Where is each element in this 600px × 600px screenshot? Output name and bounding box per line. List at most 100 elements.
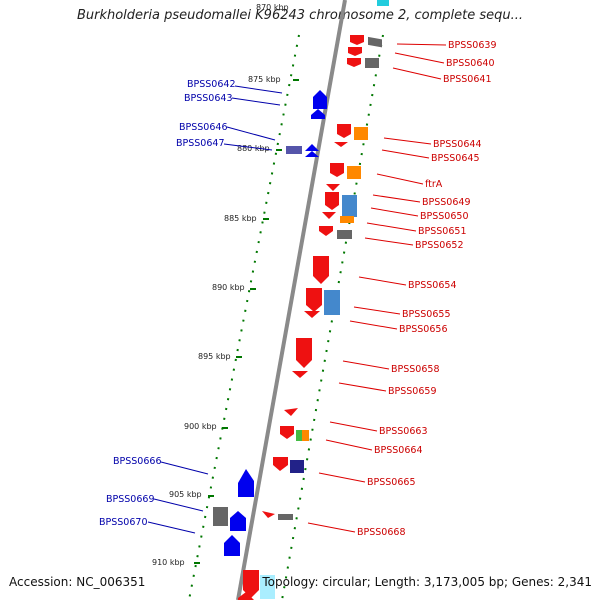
gene-feature (305, 151, 319, 157)
scale-label: 875 kbp (248, 75, 281, 84)
leader-line (376, 173, 424, 185)
gene-feature (337, 230, 352, 239)
leader-line (307, 522, 356, 533)
gene-feature (230, 511, 246, 531)
gene-feature (365, 58, 379, 68)
gene-label[interactable]: BPSS0664 (374, 445, 422, 456)
scale-label: 910 kbp (152, 558, 185, 567)
gene-label[interactable]: BPSS0656 (399, 324, 447, 335)
gene-feature (238, 469, 254, 497)
gene-label[interactable]: BPSS0665 (367, 477, 415, 488)
gene-feature (330, 163, 344, 177)
gene-label[interactable]: BPSS0642 (187, 79, 235, 90)
gene-feature (243, 570, 259, 598)
gene-feature (305, 144, 319, 151)
scale-labels: 870 kbp 875 kbp 880 kbp 885 kbp 890 kbp … (152, 3, 289, 567)
leader-line (394, 52, 445, 64)
gene-feature (260, 575, 275, 599)
gene-label[interactable]: BPSS0650 (420, 211, 468, 222)
leader-line (381, 149, 430, 159)
scale-label: 880 kbp (237, 144, 270, 153)
leader-line (234, 85, 283, 94)
gene-feature (284, 408, 298, 416)
gene-feature (325, 192, 339, 210)
gene-feature (354, 127, 368, 140)
gene-feature (262, 511, 275, 518)
scale-label: 895 kbp (198, 352, 231, 361)
gene-label[interactable]: BPSS0646 (179, 122, 227, 133)
scale-label: 890 kbp (212, 283, 245, 292)
gene-label[interactable]: BPSS0645 (431, 153, 479, 164)
gene-feature (340, 216, 354, 223)
gene-labels-right: BPSS0639 BPSS0640 BPSS0641 BPSS0644 BPSS… (357, 40, 496, 538)
leader-line (147, 521, 196, 534)
leader-line (338, 382, 387, 392)
scale-label: 900 kbp (184, 422, 217, 431)
accession-text: Accession: NC_006351 (9, 575, 146, 589)
gene-features (213, 0, 389, 600)
gene-feature (306, 288, 322, 312)
gene-feature (334, 142, 348, 147)
map-title: Burkholderia pseudomallei K96243 chromos… (76, 8, 524, 23)
leader-line (358, 276, 407, 286)
gene-feature (324, 290, 340, 315)
gene-label[interactable]: BPSS0655 (402, 309, 450, 320)
leader-line (226, 126, 276, 141)
scale-ticks (194, 79, 299, 564)
gene-feature (319, 226, 333, 236)
gene-label[interactable]: BPSS0658 (391, 364, 439, 375)
gene-feature (313, 90, 327, 109)
gene-label[interactable]: BPSS0654 (408, 280, 456, 291)
leader-line (231, 97, 281, 106)
gene-label[interactable]: BPSS0647 (176, 138, 224, 149)
gene-feature (224, 535, 240, 556)
scale-label: 905 kbp (169, 490, 202, 499)
gene-label[interactable]: BPSS0669 (106, 494, 154, 505)
leader-line (153, 498, 204, 512)
gene-feature (290, 460, 304, 473)
leader-line (349, 320, 398, 330)
leader-line (223, 143, 273, 151)
leader-line (329, 421, 378, 432)
gene-feature (337, 124, 351, 138)
gene-label[interactable]: BPSS0651 (418, 226, 466, 237)
leader-line (160, 461, 209, 475)
leader-line (396, 43, 447, 46)
topology-text: Topology: circular; Length: 3,173,005 bp… (262, 575, 592, 589)
gene-feature (347, 58, 361, 67)
gene-labels-left: BPSS0642 BPSS0643 BPSS0646 BPSS0647 BPSS… (99, 79, 235, 528)
gene-label[interactable]: BPSS0666 (113, 456, 161, 467)
gene-label[interactable]: BPSS0659 (388, 386, 436, 397)
scale-label: 885 kbp (224, 214, 257, 223)
gene-feature (292, 371, 308, 378)
gene-feature (238, 592, 254, 600)
gene-label[interactable]: BPSS0639 (448, 40, 496, 51)
leader-line (325, 439, 373, 451)
gene-feature (296, 430, 302, 441)
gene-feature (302, 430, 309, 441)
gene-feature (304, 311, 320, 318)
leader-line (370, 207, 419, 217)
gene-feature (322, 212, 336, 219)
leader-line (318, 472, 366, 483)
gene-label[interactable]: BPSS0643 (184, 93, 232, 104)
gene-label[interactable]: BPSS0670 (99, 517, 147, 528)
gene-label[interactable]: BPSS0668 (357, 527, 405, 538)
gene-feature (342, 195, 357, 217)
gene-label[interactable]: BPSS0649 (422, 197, 470, 208)
gene-label[interactable]: BPSS0644 (433, 139, 481, 150)
gene-feature (347, 166, 361, 179)
chromosome-backbone (236, 0, 347, 600)
gene-label[interactable]: BPSS0640 (446, 58, 494, 69)
gene-feature (348, 47, 362, 56)
gene-label[interactable]: BPSS0641 (443, 74, 491, 85)
gene-label[interactable]: ftrA (425, 179, 443, 190)
leader-lines (147, 43, 447, 534)
gene-feature (350, 35, 364, 45)
gene-feature (377, 0, 389, 6)
gene-label[interactable]: BPSS0652 (415, 240, 463, 251)
outer-track (281, 34, 384, 600)
gene-label[interactable]: BPSS0663 (379, 426, 427, 437)
leader-line (366, 222, 417, 232)
